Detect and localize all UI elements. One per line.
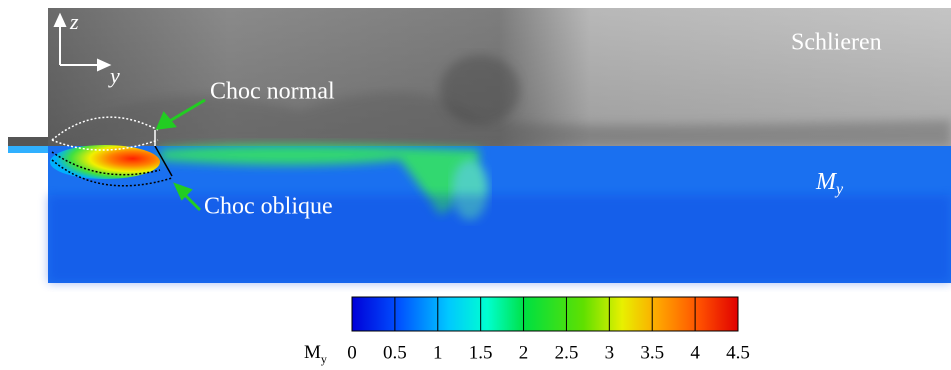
colorbar-tick-label: 2.5 — [555, 342, 579, 363]
colorbar — [351, 296, 739, 332]
colorbar-tick-label: 4.5 — [726, 342, 750, 363]
colorbar-tick-label: 0 — [347, 342, 357, 363]
panel-label: Schlieren — [791, 30, 882, 56]
panel-label: My — [815, 169, 844, 198]
colorbar-tick-label: 2 — [519, 342, 529, 363]
colorbar-label: My — [304, 342, 327, 365]
mach-panel — [8, 145, 951, 283]
shock-outlines — [51, 116, 173, 187]
colorbar-tick-label: 4 — [690, 342, 700, 363]
annotation: Choc normal — [210, 79, 335, 105]
axis-label: z — [69, 9, 79, 34]
colorbar-tick-label: 3.5 — [640, 342, 664, 363]
colorbar-tick-label: 0.5 — [383, 342, 407, 363]
annotation: Choc oblique — [204, 194, 333, 220]
schlieren-panel — [8, 8, 951, 146]
annotation-arrows — [155, 98, 206, 212]
colorbar-tick-label: 3 — [605, 342, 615, 363]
colorbar-tick-label: 1.5 — [469, 342, 493, 363]
colorbar-tick-label: 1 — [433, 342, 443, 363]
axes-icon — [53, 12, 112, 72]
axis-label: y — [108, 63, 120, 88]
